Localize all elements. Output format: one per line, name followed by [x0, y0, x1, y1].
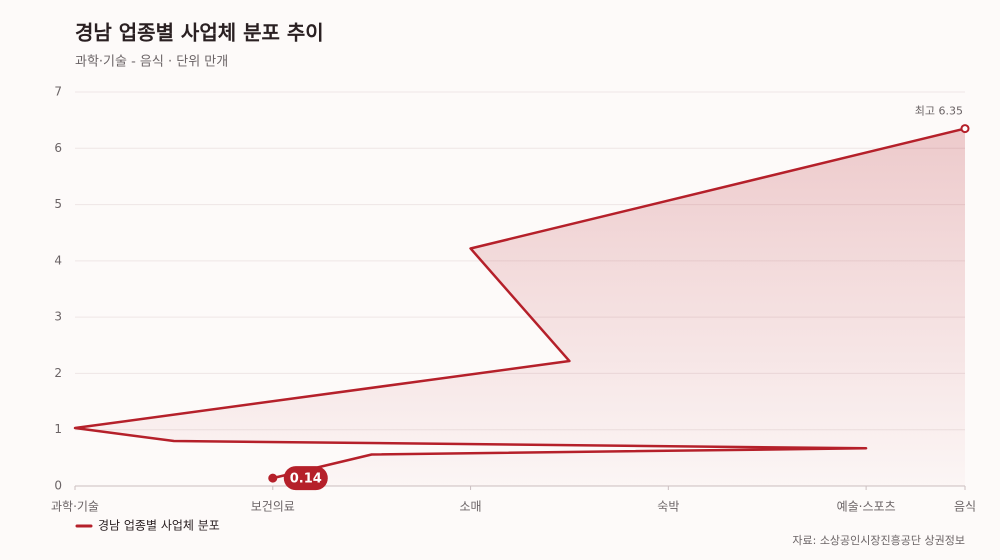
- x-tick-label: 음식: [954, 500, 976, 514]
- chart-title: 경남 업종별 사업체 분포 추이: [75, 21, 324, 45]
- start-point: [268, 473, 278, 483]
- source: 자료: 소상공인시장진흥공단 상권정보: [792, 533, 965, 547]
- annotation: 최고 6.35: [915, 105, 963, 118]
- x-tick-label: 예술·스포츠: [837, 500, 896, 514]
- x-tick-label: 숙박: [657, 500, 679, 514]
- y-tick-label: 3: [54, 310, 62, 324]
- legend-label: 경남 업종별 사업체 분포: [98, 519, 220, 533]
- y-tick-label: 7: [54, 85, 62, 99]
- x-tick-label: 과학·기술: [51, 500, 99, 514]
- y-tick-label: 4: [54, 253, 62, 267]
- chart-subtitle: 과학·기술 - 음식 · 단위 만개: [75, 55, 228, 70]
- y-tick-label: 2: [54, 366, 62, 380]
- value-badge: [283, 466, 328, 491]
- line: [73, 127, 966, 480]
- y-tick-label: 5: [54, 197, 62, 211]
- x-tick-label: 소매: [460, 500, 482, 514]
- value-label: 0.14: [290, 472, 322, 487]
- area: [75, 128, 965, 487]
- x-tick-label: 보건의료: [251, 500, 295, 514]
- end-point: [960, 124, 970, 134]
- y-tick-label: 6: [54, 141, 62, 155]
- y-tick-label: 1: [54, 422, 62, 436]
- y-tick-label: 0: [54, 479, 62, 493]
